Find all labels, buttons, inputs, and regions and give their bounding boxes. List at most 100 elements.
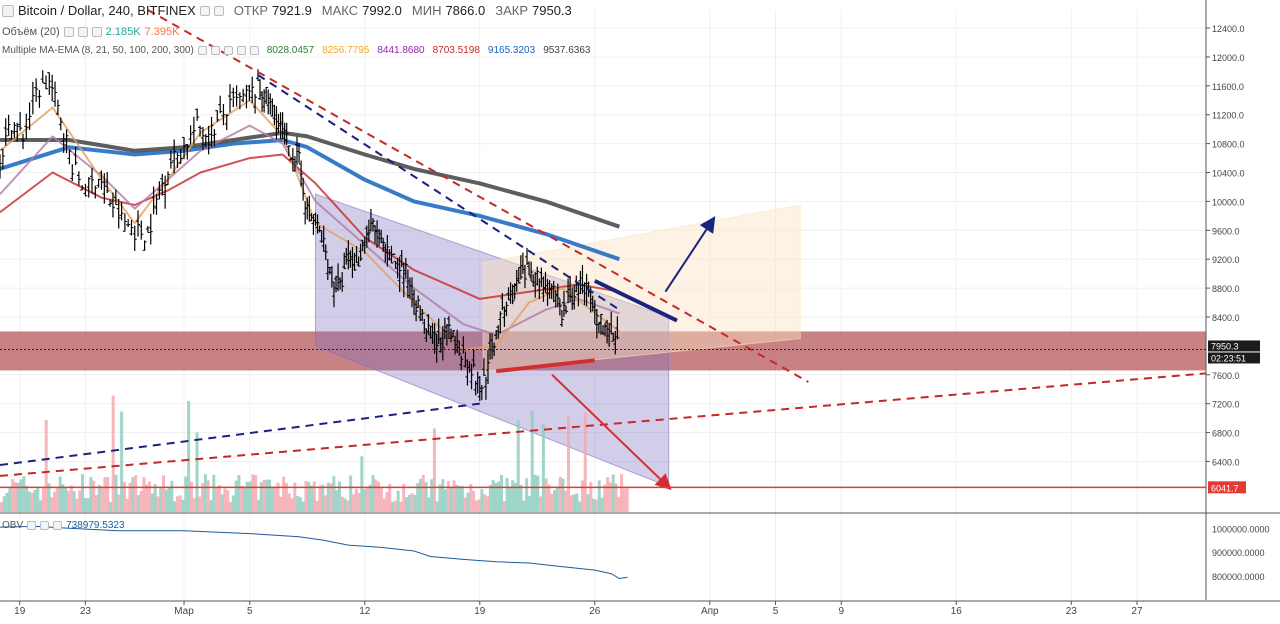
- collapse-icon[interactable]: [2, 4, 14, 17]
- volume-bar: [413, 494, 417, 512]
- volume-bar: [0, 501, 3, 512]
- volume-bar: [458, 486, 462, 512]
- volume-bar: [44, 420, 48, 512]
- volume-bar: [580, 480, 584, 512]
- volume-bar: [466, 492, 470, 512]
- countdown-badge: [1208, 352, 1260, 364]
- volume-bar: [287, 493, 291, 512]
- volume-bar: [125, 498, 129, 512]
- volume-bar: [608, 482, 612, 512]
- volume-close-icon[interactable]: [91, 27, 102, 37]
- ma-more-icon[interactable]: [236, 46, 246, 55]
- volume-bar: [446, 480, 450, 512]
- volume-bar: [421, 474, 425, 512]
- time-tick-label: 12: [359, 606, 371, 617]
- ma-eye-icon[interactable]: [197, 46, 207, 55]
- volume-bar: [427, 497, 431, 512]
- volume-bar: [488, 484, 492, 512]
- title-legend: Bitcoin / Dollar, 240, BITFINEX ОТКР 7921…: [2, 3, 572, 18]
- obv-tick-label: 1000000.0000: [1212, 524, 1270, 534]
- volume-bar: [321, 484, 325, 512]
- volume-bar: [83, 497, 87, 512]
- volume-bar: [614, 483, 618, 512]
- volume-eye-icon[interactable]: [63, 27, 74, 37]
- price-tick-label: 11200.0: [1212, 111, 1244, 121]
- ohlc-high-label: МАКС: [321, 3, 359, 18]
- obv-settings-icon[interactable]: [40, 521, 50, 530]
- trend-line-2: [0, 402, 480, 467]
- volume-bar: [167, 487, 171, 512]
- volume-bar: [374, 479, 378, 512]
- volume-bar: [354, 488, 358, 512]
- obv-eye-icon[interactable]: [27, 521, 37, 530]
- volume-bar: [304, 480, 308, 512]
- volume-bar: [75, 498, 79, 512]
- obv-close-icon[interactable]: [53, 521, 63, 530]
- volume-bar: [393, 500, 397, 512]
- arrow-7: [551, 374, 672, 491]
- volume-bar: [513, 482, 517, 512]
- volume-bar: [273, 486, 277, 512]
- time-tick-label: 19: [14, 606, 26, 617]
- support-badge-text: 6041.7: [1211, 483, 1239, 493]
- time-tick-label: Мар: [174, 606, 194, 617]
- price-tick-label: 8800.0: [1212, 284, 1240, 294]
- volume-bar: [217, 485, 221, 512]
- volume-bar: [611, 474, 615, 512]
- obv-label: OBV: [2, 520, 24, 531]
- volume-bar: [231, 495, 235, 512]
- volume-bar: [377, 481, 381, 512]
- price-tick-label: 11600.0: [1212, 82, 1244, 92]
- volume-bar: [226, 490, 230, 512]
- volume-bar: [8, 486, 12, 512]
- volume-bar: [550, 493, 554, 512]
- volume-bar: [432, 428, 436, 512]
- volume-settings-icon[interactable]: [77, 27, 88, 37]
- volume-bar: [472, 490, 476, 512]
- volume-bar: [139, 490, 143, 512]
- volume-bar: [189, 481, 193, 512]
- volume-bar: [234, 480, 238, 512]
- price-tick-label: 10800.0: [1212, 140, 1245, 150]
- volume-bar: [39, 500, 43, 512]
- ma-settings-icon[interactable]: [210, 46, 220, 55]
- volume-bar: [128, 482, 132, 512]
- ohlc-high-value: 7992.0: [362, 3, 402, 18]
- volume-bar: [282, 476, 286, 512]
- volume-bar: [148, 481, 152, 512]
- volume-bar: [5, 492, 9, 512]
- volume-bar: [508, 486, 512, 512]
- ma-value-100: 8703.5198: [432, 45, 480, 56]
- volume-bar: [142, 477, 146, 512]
- volume-bar: [572, 494, 576, 512]
- volume-bar: [438, 484, 442, 512]
- volume-bar: [505, 478, 509, 512]
- volume-bar: [410, 493, 414, 512]
- volume-bar: [134, 475, 138, 512]
- volume-value-2: 7.395K: [144, 26, 180, 38]
- volume-bar: [268, 479, 272, 512]
- volume-bar: [405, 497, 409, 512]
- volume-bar: [94, 495, 98, 512]
- ma-close-icon[interactable]: [249, 46, 259, 55]
- time-tick-label: 23: [1066, 606, 1078, 617]
- volume-bar: [55, 487, 59, 512]
- ma-source-icon[interactable]: [223, 46, 233, 55]
- volume-bar: [201, 483, 205, 512]
- ohlc-low-label: МИН: [411, 3, 442, 18]
- hide-icon[interactable]: [213, 5, 224, 16]
- ma-value-200: 9165.3203: [487, 45, 536, 56]
- volume-bar: [41, 487, 45, 512]
- volume-bar: [164, 489, 168, 512]
- volume-bar: [276, 482, 280, 512]
- volume-bar: [223, 488, 227, 512]
- volume-bar: [455, 484, 459, 512]
- volume-bar: [19, 479, 23, 512]
- volume-bar: [212, 474, 216, 512]
- volume-bar: [69, 485, 73, 512]
- time-tick-label: 5: [247, 606, 253, 617]
- volume-bar: [22, 476, 26, 512]
- settings-icon[interactable]: [199, 5, 210, 16]
